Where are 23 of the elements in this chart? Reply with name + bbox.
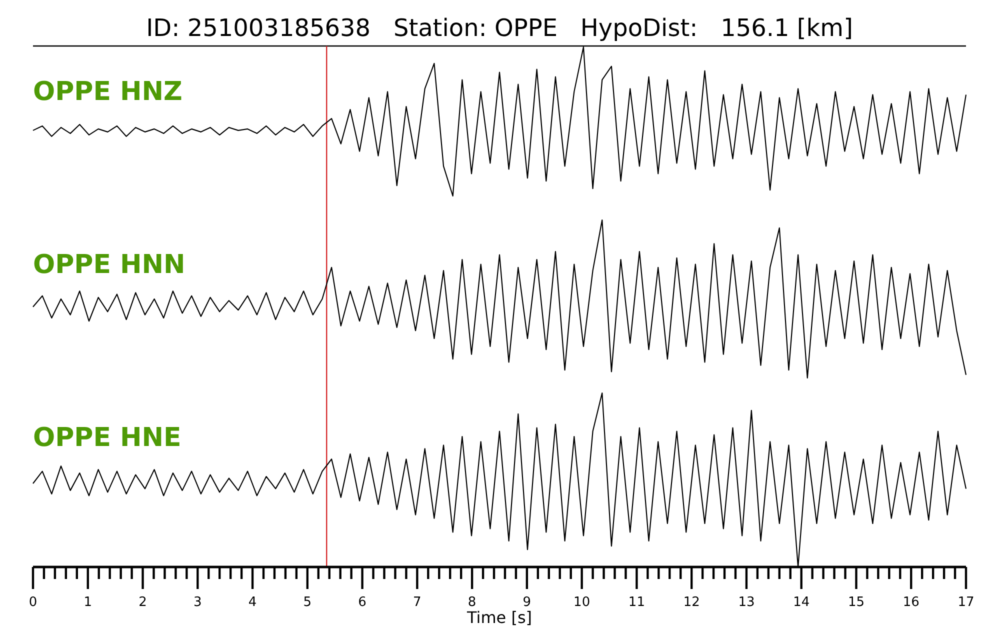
- x-tick-label: 11: [628, 595, 645, 610]
- x-tick-label: 10: [574, 595, 590, 610]
- x-tick-label: 13: [738, 595, 755, 610]
- x-tick-label: 6: [358, 595, 366, 610]
- x-tick-label: 14: [793, 595, 810, 610]
- x-tick-label: 8: [468, 595, 476, 610]
- x-tick-label: 4: [248, 595, 257, 610]
- chart-title: ID: 251003185638 Station: OPPE HypoDist: 156.1 [km]: [146, 14, 853, 42]
- x-tick-label: 12: [683, 595, 700, 610]
- x-tick-label: 15: [848, 595, 865, 610]
- x-tick-label: 17: [958, 595, 974, 610]
- x-axis-title: Time [s]: [466, 608, 532, 627]
- x-tick-label: 7: [413, 595, 422, 610]
- series-label: OPPE HNE: [33, 423, 182, 453]
- x-tick-label: 16: [902, 595, 920, 610]
- x-tick-label: 1: [84, 595, 92, 610]
- x-tick-label: 5: [303, 595, 312, 610]
- x-tick-label: 3: [194, 595, 202, 610]
- series-label: OPPE HNN: [33, 250, 186, 280]
- x-tick-label: 2: [138, 595, 147, 610]
- x-tick-label: 9: [522, 595, 532, 610]
- series-label: OPPE HNZ: [33, 77, 182, 107]
- x-tick-label: 0: [28, 595, 38, 610]
